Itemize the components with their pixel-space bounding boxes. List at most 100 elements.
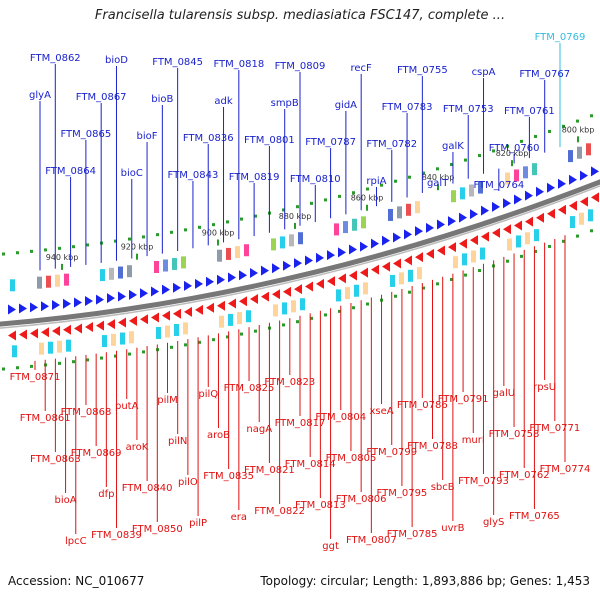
forward-gene-label[interactable]: bioF [137,131,158,142]
forward-gene-label[interactable]: FTM_0767 [519,69,570,80]
reverse-gene-label[interactable]: uvrB [441,523,464,534]
reverse-gene-label[interactable]: FTM_0850 [132,524,183,535]
reverse-gene-label[interactable]: nagA [246,424,272,435]
reverse-gene-label[interactable]: bioA [55,495,77,506]
forward-gene-label[interactable]: FTM_0753 [443,104,494,115]
reverse-gene-label[interactable]: FTM_0762 [499,470,550,481]
forward-gene-label[interactable]: rpiA [366,176,386,187]
reverse-gene-label[interactable]: dfp [98,489,114,500]
forward-gene-label[interactable]: FTM_0783 [382,102,433,113]
gene-block-reverse [57,340,62,353]
reverse-gene-label[interactable]: FTM_0823 [264,377,315,388]
forward-gene-label[interactable]: FTM_0867 [76,92,127,103]
reverse-strand-arrow [536,212,544,223]
reverse-strand-arrow [569,200,577,211]
reverse-gene-label[interactable]: glyS [483,517,504,528]
forward-gene-label[interactable]: FTM_0809 [275,61,326,72]
reverse-gene-label[interactable]: FTM_0861 [20,413,71,424]
forward-gene-label[interactable]: FTM_0836 [183,133,234,144]
forward-gene-label[interactable]: smpB [271,98,299,109]
forward-gene-label[interactable]: galK [442,141,464,152]
forward-gene-label[interactable]: FTM_0760 [489,143,540,154]
reverse-gene-label[interactable]: FTM_0786 [397,400,448,411]
forward-gene-label[interactable]: cspA [472,67,496,78]
forward-gene-label[interactable]: FTM_0810 [290,174,341,185]
reverse-gene-label[interactable]: sbcB [431,482,455,493]
reverse-gene-label[interactable]: pilN [168,436,187,447]
gene-block-forward [100,269,105,282]
reverse-gene-label[interactable]: aroB [207,430,230,441]
reverse-gene-label[interactable]: FTM_0839 [91,530,142,541]
scale-dot [184,228,187,232]
reverse-gene-label[interactable]: galU [493,388,516,399]
reverse-gene-label[interactable]: lpcC [65,536,87,547]
forward-gene-label[interactable]: FTM_0761 [504,106,555,117]
forward-gene-label[interactable]: FTM_0764 [473,180,524,191]
reverse-gene-label[interactable]: FTM_0785 [387,529,438,540]
forward-gene-label[interactable]: FTM_0862 [30,53,81,64]
reverse-gene-label[interactable]: FTM_0774 [540,464,591,475]
reverse-gene-label[interactable]: pilQ [198,389,218,400]
reverse-gene-label[interactable]: ggt [322,541,339,552]
forward-gene-label[interactable]: recF [351,63,373,74]
gene-label-layer[interactable]: FTM_0769 FTM_0767 FTM_0761 FTM_0760 FTM_0764… [10,32,591,552]
forward-gene-label[interactable]: FTM_0787 [305,137,356,148]
reverse-gene-label[interactable]: aroK [126,442,149,453]
reverse-gene-label[interactable]: FTM_0806 [336,494,387,505]
reverse-gene-label[interactable]: FTM_0788 [407,441,458,452]
reverse-gene-label[interactable]: FTM_0765 [509,511,560,522]
reverse-gene-label[interactable]: FTM_0840 [122,483,173,494]
forward-gene-label[interactable]: bioC [121,168,143,179]
reverse-gene-label[interactable]: murI [462,435,485,446]
forward-gene-label[interactable]: FTM_0864 [45,166,96,177]
reverse-gene-label[interactable]: pilP [189,518,207,529]
reverse-gene-label[interactable]: rpsU [533,382,556,393]
forward-gene-label[interactable]: glyA [29,90,51,101]
reverse-gene-label[interactable]: FTM_0825 [224,383,275,394]
forward-gene-label[interactable]: galT [427,178,449,189]
forward-gene-label[interactable]: FTM_0755 [397,65,448,76]
reverse-gene-label[interactable]: FTM_0835 [203,471,254,482]
reverse-gene-label[interactable]: FTM_0793 [458,476,509,487]
reverse-gene-label[interactable]: FTM_0871 [10,372,61,383]
forward-gene-label[interactable]: FTM_0845 [152,57,203,68]
reverse-gene-label[interactable]: era [231,512,247,523]
reverse-strand-arrow [360,267,368,278]
reverse-gene-label[interactable]: pilO [178,477,198,488]
reverse-gene-label[interactable]: putA [115,401,139,412]
reverse-gene-label[interactable]: FTM_0868 [61,407,112,418]
forward-gene-label[interactable]: FTM_0865 [60,129,111,140]
reverse-gene-label[interactable]: xseA [369,406,393,417]
reverse-gene-label[interactable]: FTM_0814 [285,459,336,470]
forward-gene-label[interactable]: FTM_0769 [535,32,586,43]
forward-gene-label[interactable]: FTM_0801 [244,135,295,146]
reverse-gene-label[interactable]: FTM_0804 [315,412,366,423]
reverse-gene-label[interactable]: FTM_0817 [275,418,326,429]
reverse-gene-label[interactable]: FTM_0771 [529,423,580,434]
reverse-gene-label[interactable]: FTM_0822 [254,506,305,517]
reverse-gene-label[interactable]: FTM_0869 [71,448,122,459]
reverse-gene-label[interactable]: FTM_0795 [377,488,428,499]
forward-gene-label[interactable]: FTM_0843 [168,170,219,181]
reverse-gene-label[interactable]: FTM_0799 [366,447,417,458]
forward-gene-label[interactable]: FTM_0782 [366,139,417,150]
forward-gene-label[interactable]: gidA [335,100,357,111]
scale-dot [240,332,243,336]
reverse-gene-label[interactable]: FTM_0807 [346,535,397,546]
reverse-gene-label[interactable]: FTM_0813 [295,500,346,511]
forward-gene-label[interactable]: adk [214,96,232,107]
scale-dot [380,183,383,187]
reverse-gene-label[interactable]: FTM_0805 [326,453,377,464]
reverse-gene-label[interactable]: FTM_0791 [438,394,489,405]
reverse-gene-label[interactable]: FTM_0821 [244,465,295,476]
forward-gene-label[interactable]: FTM_0818 [213,59,264,70]
reverse-gene-label[interactable]: pilM [157,395,178,406]
reverse-gene-label[interactable]: FTM_0863 [30,454,81,465]
scale-dot [338,309,341,313]
forward-gene-label[interactable]: bioD [105,55,128,66]
forward-gene-label[interactable]: bioB [151,94,173,105]
reverse-gene-label[interactable]: FTM_0758 [489,429,540,440]
forward-gene-label[interactable]: FTM_0819 [229,172,280,183]
gene-block-reverse [345,287,350,300]
